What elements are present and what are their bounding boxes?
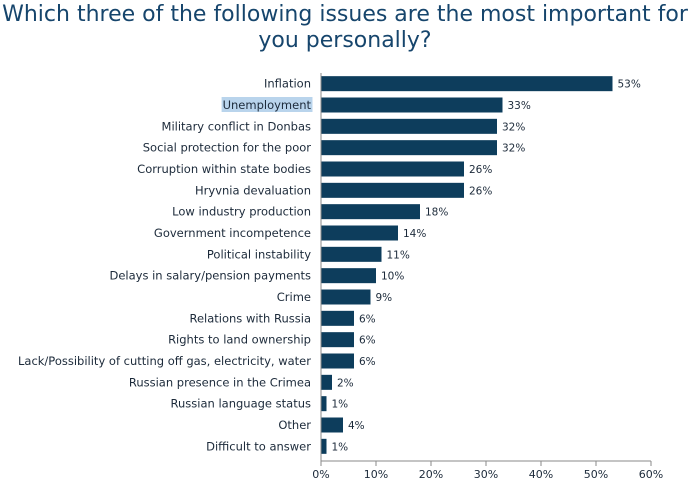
bar [321,225,398,241]
category-label: Military conflict in Donbas [162,119,311,133]
category-label: Relations with Russia [189,311,311,325]
category-label: Lack/Possibility of cutting off gas, ele… [18,354,311,368]
bar [321,97,503,113]
selection-highlight [221,97,313,112]
category-label: Delays in salary/pension payments [109,269,311,283]
data-label: 4% [348,420,365,432]
category-label: Rights to land ownership [168,333,311,347]
x-tick-label: 30% [474,468,498,481]
category-label: Difficult to answer [206,439,311,453]
bar [321,353,354,369]
bar [321,332,354,348]
category-label: Hryvnia devaluation [195,183,311,197]
bar [321,289,371,305]
data-label: 6% [359,313,376,325]
data-label: 26% [469,185,492,197]
category-label: Political instability [207,247,311,261]
x-tick-label: 10% [364,468,388,481]
bar [321,374,332,390]
category-label: Unemployment [223,98,312,112]
data-label: 2% [337,377,354,389]
x-tick-label: 50% [584,468,608,481]
bar [321,161,464,177]
bar [321,396,327,412]
bar [321,268,376,284]
bar [321,310,354,326]
data-label: 6% [359,335,376,347]
category-label: Crime [277,290,311,304]
category-label: Social protection for the poor [143,141,312,155]
category-label: Inflation [264,77,311,91]
category-label: Government incompetence [154,226,311,240]
chart-title: Which three of the following issues are … [2,2,688,53]
bar [321,246,382,262]
data-label: 1% [332,399,349,411]
data-label: 26% [469,164,492,176]
data-label: 18% [425,207,448,219]
data-label: 53% [618,79,641,91]
category-label: Corruption within state bodies [137,162,311,176]
x-tick-label: 0% [312,468,329,481]
data-label: 9% [376,292,393,304]
data-label: 6% [359,356,376,368]
bar [321,204,420,220]
data-label: 32% [502,121,525,133]
bar [321,140,497,156]
bar [321,76,613,92]
bar [321,182,464,198]
bar [321,438,327,454]
data-label: 33% [508,100,531,112]
bar [321,118,497,134]
bar [321,417,343,433]
data-label: 1% [332,441,349,453]
x-tick-label: 60% [639,468,663,481]
data-label: 11% [387,249,410,261]
data-label: 10% [381,271,404,283]
category-label: Other [278,418,311,432]
category-label: Russian presence in the Crimea [129,375,311,389]
data-label: 32% [502,143,525,155]
data-label: 14% [403,228,426,240]
category-label: Low industry production [172,205,311,219]
x-tick-label: 20% [419,468,443,481]
x-tick-label: 40% [529,468,553,481]
category-label: Russian language status [171,397,311,411]
